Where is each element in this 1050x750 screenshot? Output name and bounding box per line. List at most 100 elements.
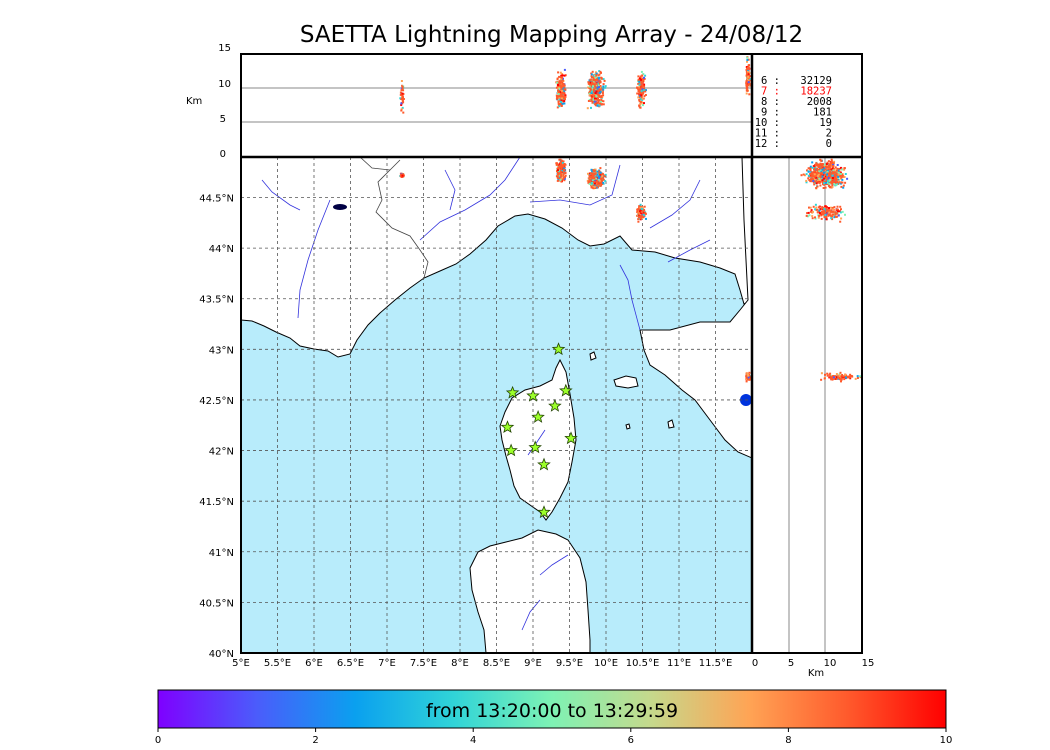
- station-count-value: 18237: [800, 86, 832, 98]
- lightning-point: [809, 175, 812, 178]
- lightning-point: [828, 186, 831, 188]
- lightning-point: [824, 175, 827, 178]
- latitude-tick: 43°N: [209, 345, 234, 356]
- lightning-point: [564, 174, 567, 177]
- lightning-point: [602, 174, 605, 177]
- lightning-point: [594, 103, 597, 106]
- lightning-point: [591, 170, 594, 173]
- lightning-point: [833, 216, 836, 219]
- lightning-point: [835, 173, 838, 176]
- lightning-point: [399, 175, 402, 178]
- latitude-tick: 41.5°N: [199, 497, 234, 508]
- lightning-point: [826, 374, 829, 377]
- lightning-point: [830, 217, 833, 220]
- station-count-value: 19: [819, 117, 832, 129]
- lightning-point: [817, 178, 820, 181]
- lightning-point: [828, 182, 831, 185]
- lightning-point: [598, 70, 601, 73]
- lightning-point: [813, 183, 816, 186]
- lightning-point: [561, 79, 564, 82]
- switzerland-border: [359, 157, 401, 171]
- lightning-point: [555, 175, 558, 178]
- lightning-point: [590, 178, 593, 181]
- side-xtick: 15: [862, 658, 875, 669]
- lightning-point: [746, 87, 749, 90]
- station-markers: [500, 342, 578, 519]
- lightning-point: [837, 210, 839, 213]
- lightning-point: [830, 209, 833, 212]
- lightning-point: [639, 77, 641, 80]
- lightning-point: [557, 167, 560, 170]
- lightning-point: [589, 172, 592, 175]
- lightning-point: [604, 180, 607, 183]
- lightning-point: [836, 209, 839, 212]
- figure-frame: [240, 53, 863, 654]
- lightning-point: [745, 82, 748, 85]
- lightning-point: [847, 376, 849, 379]
- lightning-point: [592, 173, 595, 176]
- lightning-point: [815, 170, 818, 173]
- lightning-point: [562, 171, 565, 174]
- lightning-point: [643, 209, 646, 212]
- lightning-point: [820, 214, 823, 217]
- lightning-point: [838, 377, 841, 379]
- lightning-point: [849, 374, 852, 377]
- lightning-point: [834, 184, 837, 187]
- lightning-point: [844, 181, 847, 184]
- lightning-point: [849, 373, 852, 376]
- lightning-point: [844, 373, 847, 376]
- lightning-point: [595, 180, 598, 183]
- lightning-point: [402, 89, 405, 92]
- lightning-point: [594, 99, 597, 102]
- lightning-point: [560, 159, 563, 162]
- lightning-point: [597, 74, 600, 77]
- lightning-point: [854, 377, 857, 380]
- lightning-point: [827, 176, 830, 179]
- colorbar-tick: 8: [785, 735, 791, 746]
- lightning-point: [590, 93, 593, 96]
- lightning-point: [830, 177, 833, 180]
- lightning-point: [561, 74, 564, 77]
- lightning-point: [839, 377, 842, 380]
- station-count-label: 12 :: [755, 138, 780, 150]
- station-count-value: 181: [813, 107, 832, 119]
- lightning-point: [400, 89, 403, 92]
- lightning-point: [837, 179, 840, 181]
- lightning-point: [400, 102, 403, 105]
- latitude-tick: 44.5°N: [199, 193, 234, 204]
- lightning-point: [556, 77, 559, 80]
- lightning-point: [600, 175, 603, 178]
- lightning-point: [598, 183, 601, 186]
- lightning-point: [829, 375, 832, 378]
- lightning-point: [593, 80, 596, 83]
- station-count-label: 10 :: [755, 117, 780, 129]
- lightning-point: [400, 80, 403, 82]
- lightning-point: [603, 79, 606, 82]
- lightning-point: [559, 78, 562, 81]
- lightning-point: [402, 98, 405, 100]
- lightning-point: [595, 90, 598, 93]
- lightning-point: [825, 218, 828, 221]
- lightning-point: [831, 215, 834, 218]
- sardinia-island: [469, 529, 591, 653]
- lightning-point: [859, 375, 862, 378]
- lightning-point: [557, 178, 560, 181]
- lightning-point: [828, 166, 831, 169]
- lightning-point: [638, 216, 641, 219]
- lightning-point: [594, 172, 597, 175]
- lightning-point: [590, 73, 593, 76]
- lightning-point: [563, 90, 566, 93]
- lightning-point: [836, 182, 839, 185]
- lightning-point: [558, 98, 561, 101]
- lightning-point: [835, 215, 837, 218]
- lightning-point: [818, 177, 821, 180]
- longitude-tick: 10.5°E: [626, 658, 660, 669]
- lightning-point: [822, 171, 825, 174]
- lightning-point: [828, 207, 830, 209]
- lightning-point: [835, 376, 838, 379]
- colorbar-tick: 2: [312, 735, 318, 746]
- lightning-point: [556, 85, 559, 88]
- lightning-point: [746, 377, 749, 379]
- lightning-point: [639, 105, 642, 108]
- lightning-point: [563, 179, 566, 182]
